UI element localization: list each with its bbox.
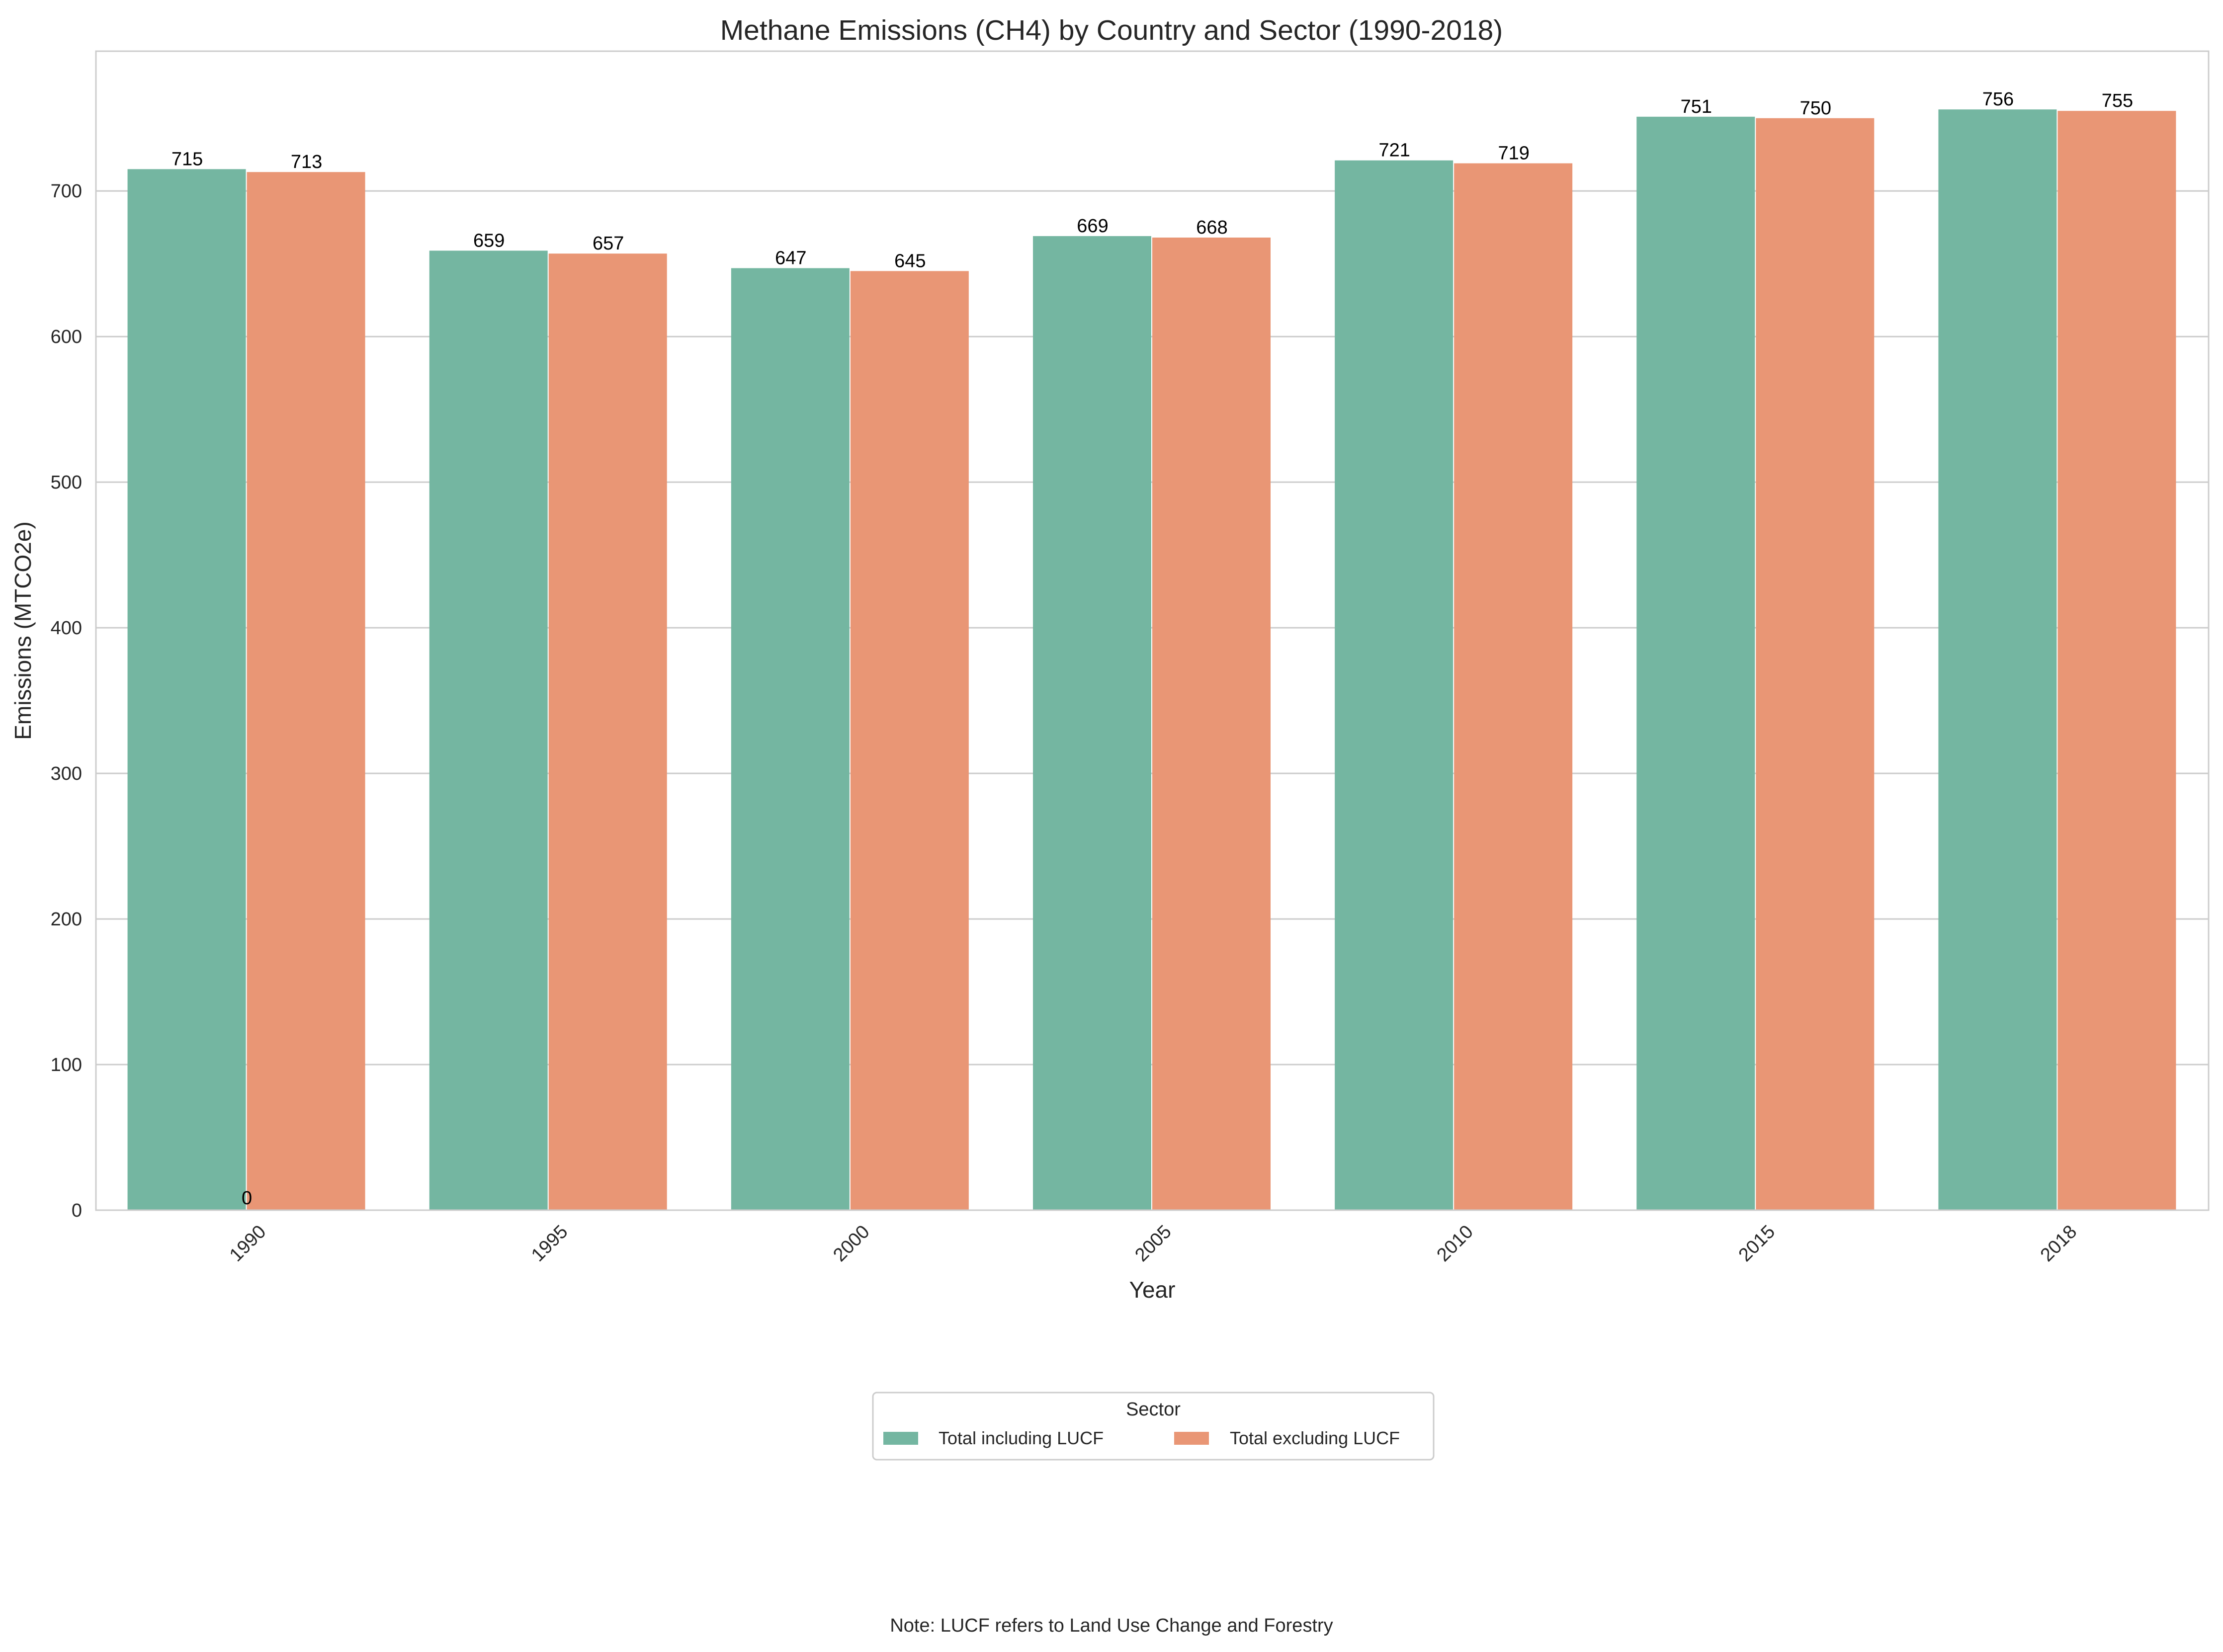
data-label-excluding-lucf-1990: 713	[291, 152, 322, 172]
y-axis-ticks: 0 100 200 300 400 500 600 700	[51, 181, 82, 1221]
plot-frame	[95, 50, 2210, 1211]
annotation-zero-label: 0	[242, 1188, 252, 1209]
bar-including-lucf-2018	[1938, 109, 2057, 1210]
data-label-excluding-lucf-1995: 657	[593, 233, 624, 254]
data-label-including-lucf-1995: 659	[473, 230, 505, 251]
x-axis-label: Year	[1129, 1277, 1176, 1303]
bar-excluding-lucf-1990	[247, 172, 365, 1210]
y-tick-label-700: 700	[51, 181, 82, 202]
y-tick-label-100: 100	[51, 1055, 82, 1075]
bar-excluding-lucf-1995	[548, 253, 667, 1211]
bar-excluding-lucf-2010	[1454, 163, 1573, 1210]
bar-excluding-lucf-2000	[850, 271, 969, 1210]
data-label-excluding-lucf-2000: 645	[894, 250, 926, 271]
legend-box	[872, 1392, 1435, 1461]
legend-label-excluding-lucf: Total excluding LUCF	[1230, 1428, 1400, 1448]
legend-swatch-excluding-lucf	[1174, 1432, 1209, 1445]
bar-including-lucf-1995	[429, 250, 548, 1210]
legend: Sector Total including LUCF Total exclud…	[872, 1392, 1435, 1461]
data-label-excluding-lucf-2018: 755	[2102, 90, 2133, 111]
bar-excluding-lucf-2015	[1756, 118, 1875, 1210]
y-tick-label-200: 200	[51, 909, 82, 930]
bar-including-lucf-2005	[1033, 236, 1151, 1211]
bar-including-lucf-1990	[127, 169, 246, 1210]
footnote: Note: LUCF refers to Land Use Change and…	[890, 1615, 1333, 1636]
bar-including-lucf-2010	[1335, 160, 1454, 1210]
data-labels: 715 713 659 657 647 645 669 668 721 719 751 750 756 7…	[171, 89, 2133, 1209]
y-tick-label-0: 0	[72, 1200, 82, 1221]
data-label-excluding-lucf-2010: 719	[1498, 143, 1529, 164]
data-label-including-lucf-2018: 756	[1982, 89, 2014, 110]
bar-including-lucf-2000	[731, 268, 850, 1210]
data-label-including-lucf-2000: 647	[775, 248, 806, 269]
bar-excluding-lucf-2005	[1152, 237, 1271, 1210]
data-label-excluding-lucf-2015: 750	[1800, 98, 1831, 119]
legend-label-including-lucf: Total including LUCF	[939, 1428, 1104, 1448]
data-label-including-lucf-2005: 669	[1077, 216, 1108, 237]
data-label-including-lucf-2010: 721	[1378, 140, 1410, 161]
y-tick-label-300: 300	[51, 763, 82, 784]
legend-title: Sector	[1126, 1399, 1181, 1420]
y-tick-label-400: 400	[51, 618, 82, 639]
bar-including-lucf-2015	[1636, 116, 1755, 1210]
data-label-excluding-lucf-2005: 668	[1196, 217, 1227, 238]
data-label-including-lucf-2015: 751	[1681, 96, 1712, 117]
y-tick-label-500: 500	[51, 472, 82, 493]
y-tick-label-600: 600	[51, 327, 82, 347]
bars	[127, 109, 2176, 1211]
legend-swatch-including-lucf	[883, 1432, 918, 1445]
chart-title: Methane Emissions (CH4) by Country and S…	[720, 14, 1503, 46]
data-label-including-lucf-1990: 715	[171, 149, 203, 169]
bar-excluding-lucf-2018	[2057, 111, 2176, 1211]
y-axis-label: Emissions (MTCO2e)	[10, 521, 36, 740]
